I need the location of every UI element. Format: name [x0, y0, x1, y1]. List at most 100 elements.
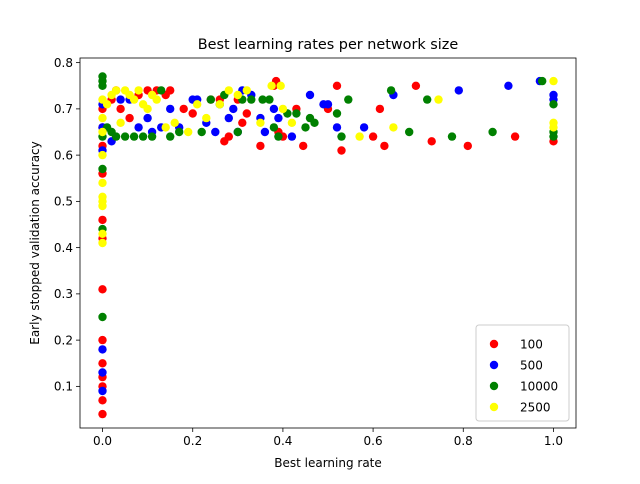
data-point [98, 178, 107, 188]
data-point [269, 104, 279, 114]
data-point [258, 95, 267, 104]
data-point [143, 113, 152, 123]
data-point [287, 132, 297, 141]
data-point [278, 104, 288, 114]
data-point [247, 95, 256, 104]
data-point [98, 359, 107, 368]
data-point [98, 396, 107, 405]
y-axis-ticks: 0.1 0.2 0.3 0.4 0.5 0.6 0.7 0.8 [54, 56, 80, 394]
y-tick-label: 0.6 [54, 148, 73, 162]
x-tick-label: 0.2 [183, 434, 202, 448]
data-point [170, 118, 179, 128]
data-point [265, 95, 274, 104]
data-point [301, 123, 310, 132]
data-point [310, 118, 319, 128]
data-point [434, 95, 443, 104]
data-point [389, 123, 398, 132]
y-tick-label: 0.2 [54, 333, 73, 347]
legend: 100 500 10000 2500 [475, 324, 570, 422]
data-point [386, 86, 396, 95]
data-point [161, 123, 170, 132]
data-point [256, 141, 265, 151]
plot-area-frame [79, 57, 577, 429]
y-tick-label: 0.1 [54, 380, 73, 394]
data-point [337, 146, 346, 155]
legend-label: 500 [520, 358, 543, 372]
data-point [423, 95, 432, 104]
data-point [224, 113, 233, 123]
data-point [98, 113, 107, 123]
data-point [147, 132, 157, 141]
data-point [323, 100, 333, 109]
series-10000 [98, 72, 558, 322]
data-point [411, 81, 421, 91]
data-point [134, 123, 143, 132]
data-point [98, 335, 107, 345]
legend-marker [489, 360, 499, 370]
legend-marker [489, 339, 499, 349]
data-point [238, 118, 247, 128]
data-point [166, 104, 175, 114]
data-point [175, 127, 184, 137]
data-point [447, 132, 457, 141]
data-point [98, 409, 107, 419]
data-point [211, 127, 220, 137]
legend-label: 2500 [520, 400, 551, 414]
data-point [157, 86, 166, 95]
data-point [510, 132, 520, 141]
series-2500 [98, 76, 558, 248]
y-tick-label: 0.5 [54, 195, 73, 209]
data-point [188, 109, 197, 118]
data-point [274, 113, 283, 123]
y-tick-label: 0.7 [54, 102, 73, 116]
data-point [299, 141, 308, 151]
data-point [242, 109, 251, 118]
data-point [269, 123, 279, 132]
data-point [129, 95, 139, 104]
x-tick-label: 0.0 [93, 434, 112, 448]
data-point [98, 127, 107, 137]
data-point [98, 386, 107, 396]
series-500 [98, 76, 558, 396]
data-point [242, 86, 251, 95]
data-point [197, 127, 206, 137]
y-tick-label: 0.4 [54, 241, 73, 255]
data-point [184, 127, 193, 137]
data-point [427, 137, 436, 146]
data-point [98, 192, 107, 201]
y-tick-label: 0.3 [54, 287, 73, 301]
data-point [98, 368, 107, 377]
legend-marker [489, 402, 499, 412]
data-point [355, 132, 364, 141]
legend-label: 100 [520, 337, 543, 351]
data-point [332, 109, 342, 118]
data-point [116, 104, 125, 114]
data-point [193, 100, 202, 109]
data-point [375, 104, 385, 114]
data-point [359, 123, 369, 132]
legend-label: 10000 [520, 379, 558, 393]
data-point [287, 118, 297, 128]
data-point [98, 312, 107, 322]
x-axis-label: Best learning rate [274, 456, 382, 470]
data-point [111, 86, 121, 95]
x-tick-label: 0.8 [454, 434, 473, 448]
data-point [129, 132, 139, 141]
data-point [332, 123, 342, 132]
x-axis-ticks: 0.0 0.2 0.4 0.6 0.8 1.0 [93, 428, 563, 448]
legend-entry: 2500 [489, 400, 551, 414]
data-point [538, 76, 547, 86]
x-tick-label: 1.0 [544, 434, 563, 448]
data-point [120, 132, 130, 141]
data-point [116, 118, 125, 128]
legend-entry: 100 [489, 337, 543, 351]
data-point [488, 127, 497, 137]
data-point [98, 238, 107, 248]
data-point [98, 72, 107, 81]
data-point [504, 81, 513, 91]
legend-entries: 100 500 10000 2500 [489, 337, 558, 414]
data-point [332, 81, 342, 91]
data-point [224, 86, 233, 95]
